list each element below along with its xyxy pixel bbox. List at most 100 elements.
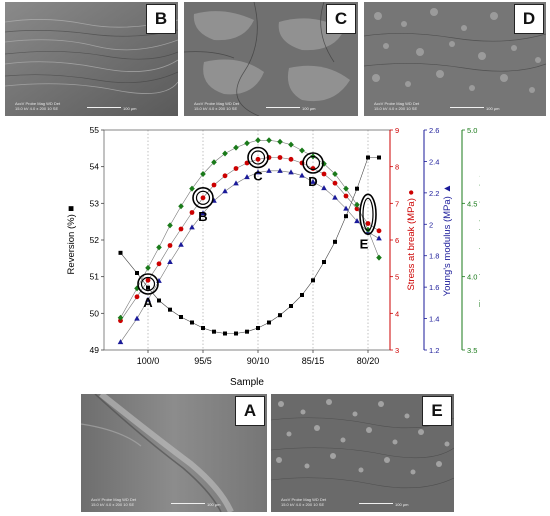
scale-bar <box>359 503 393 504</box>
data-point-stress <box>233 166 239 171</box>
data-point-reversion <box>135 271 139 275</box>
data-point-reversion <box>344 214 348 219</box>
data-point-elongation <box>167 222 173 229</box>
stress-tick-label: 3 <box>395 346 399 355</box>
young-tick-label: 1.8 <box>429 252 439 261</box>
sem-info-a: AccV Probe Mag WD Det 15.0 kV 4.0 x 200 1… <box>91 497 136 507</box>
annotation-label: A <box>143 295 153 310</box>
data-point-stress <box>200 195 206 201</box>
elong-axis-title-text: Elongation at break (mm/mm) ◆ <box>478 172 480 308</box>
data-point-elongation <box>233 144 239 151</box>
annotation-ring-inner <box>362 197 374 231</box>
young-tick-label: 2.4 <box>429 157 439 166</box>
data-point-reversion <box>146 285 150 290</box>
chart-series <box>117 137 382 345</box>
elong-tick-label: 4.5 <box>467 199 477 208</box>
y-tick-label: 52 <box>90 235 100 245</box>
data-point-stress <box>156 261 162 267</box>
sem-info-header: AccV Probe Mag WD Det <box>15 101 61 106</box>
annotation-label: B <box>198 209 207 224</box>
data-point-stress <box>365 221 371 226</box>
data-point-elongation <box>189 185 195 192</box>
stress-axis-title: Stress at break (MPa) ● <box>406 189 417 290</box>
reversion-property-chart: 100/0 95/5 90/10 85/15 80/2049505152535455Re… <box>66 125 480 388</box>
young-tick-label: 1.6 <box>429 283 439 292</box>
scale-bar <box>450 107 484 108</box>
young-axis-title: Young's modulus (MPa) ▲ <box>442 184 453 297</box>
chart-axes: 100/0 95/5 90/10 85/15 80/2049505152535455Re… <box>66 125 480 366</box>
panel-letter-d: D <box>514 4 544 34</box>
data-point-reversion <box>223 331 227 336</box>
sem-info-header: AccV Probe Mag WD Det <box>374 101 420 106</box>
young-tick-label: 1.4 <box>429 315 439 324</box>
data-point-elongation <box>376 254 382 261</box>
sem-info-header: AccV Probe Mag WD Det <box>281 497 327 502</box>
sem-info-d: AccV Probe Mag WD Det 15.0 kV 4.0 x 200 1… <box>374 101 419 111</box>
annotation-ring-outer <box>302 152 324 174</box>
data-point-elongation <box>266 137 272 144</box>
data-point-elongation <box>178 203 184 210</box>
data-point-elongation <box>156 244 162 251</box>
data-point-young <box>321 185 327 191</box>
data-point-reversion <box>377 155 381 160</box>
y-tick-label: 54 <box>90 162 100 172</box>
young-tick-label: 2.2 <box>429 189 439 198</box>
data-point-elongation <box>332 171 338 177</box>
elong-tick-label: 5.0 <box>467 126 477 135</box>
data-point-stress <box>255 156 261 162</box>
y-tick-label: 53 <box>90 198 100 208</box>
data-point-reversion <box>333 239 337 244</box>
data-point-young <box>200 210 206 216</box>
stress-tick-label: 4 <box>395 309 399 318</box>
data-point-stress <box>277 155 283 160</box>
data-point-young <box>244 174 250 180</box>
x-tick-label: 95/5 <box>194 356 212 366</box>
stress-tick-label: 7 <box>395 199 399 208</box>
sem-panel-d: D AccV Probe Mag WD Det 15.0 kV 4.0 x 200… <box>364 2 546 116</box>
sem-panel-b: B AccV Probe Mag WD Det 15.0 kV 4.0 x 200… <box>5 2 178 116</box>
stress-line <box>120 157 380 321</box>
stress-tick-label: 9 <box>395 126 399 135</box>
data-point-young <box>117 339 124 345</box>
data-point-reversion <box>201 326 205 330</box>
data-point-stress <box>134 294 140 300</box>
x-axis-title: Sample <box>230 377 264 388</box>
data-point-elongation <box>244 140 250 147</box>
elong-tick-label: 3.5 <box>467 346 477 355</box>
sem-info-b: AccV Probe Mag WD Det 15.0 kV 4.0 x 200 1… <box>15 101 60 111</box>
annotation-label: E <box>360 236 369 251</box>
sem-info-e: AccV Probe Mag WD Det 15.0 kV 4.0 x 200 1… <box>281 497 326 507</box>
young-line <box>120 170 380 343</box>
data-point-elongation <box>211 159 217 166</box>
scale-bar <box>171 503 205 504</box>
data-point-reversion <box>234 331 238 336</box>
data-point-reversion <box>256 326 260 330</box>
data-point-reversion <box>168 307 172 312</box>
elong-tick-label: 4.0 <box>467 273 477 282</box>
data-point-young <box>310 178 316 184</box>
annotation-ring-outer <box>247 146 269 169</box>
data-point-stress <box>332 180 338 186</box>
data-point-stress <box>178 226 184 232</box>
data-point-young <box>288 169 294 175</box>
sem-info-values: 15.0 kV 4.0 x 200 10 SE <box>281 502 325 507</box>
chart-grid <box>147 130 369 350</box>
scale-bar <box>87 107 121 108</box>
elong-line <box>120 139 380 318</box>
data-point-elongation <box>288 141 294 148</box>
stress-tick-label: 5 <box>395 273 399 282</box>
data-point-elongation <box>200 171 206 177</box>
reversion-axis-title-text: Reversion (%) ■ <box>66 206 77 275</box>
data-point-young <box>189 224 195 230</box>
data-point-stress <box>321 171 327 177</box>
data-point-reversion <box>157 298 161 303</box>
data-point-stress <box>288 156 294 162</box>
data-point-young <box>299 172 305 178</box>
scale-bar-label: 100 μm <box>123 106 137 111</box>
elong-axis-title: Elongation at break (mm/mm) ◆ <box>478 172 480 308</box>
stress-tick-label: 6 <box>395 236 399 245</box>
data-point-young <box>233 180 239 186</box>
data-point-elongation <box>117 314 124 321</box>
data-point-reversion <box>179 315 183 319</box>
annotation-ring-inner <box>250 150 266 165</box>
